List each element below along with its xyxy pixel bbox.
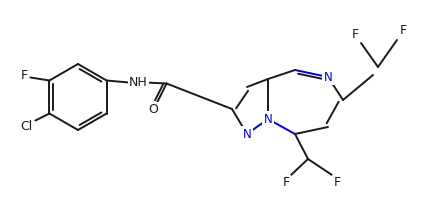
Text: O: O [148,103,158,116]
Text: N: N [324,71,332,84]
Text: N: N [243,127,251,140]
Text: Cl: Cl [20,120,33,133]
Text: F: F [21,69,28,82]
Text: F: F [333,177,341,190]
Text: NH: NH [129,76,148,89]
Text: F: F [352,28,358,41]
Text: N: N [263,112,273,125]
Text: F: F [283,177,289,190]
Text: F: F [399,23,407,36]
